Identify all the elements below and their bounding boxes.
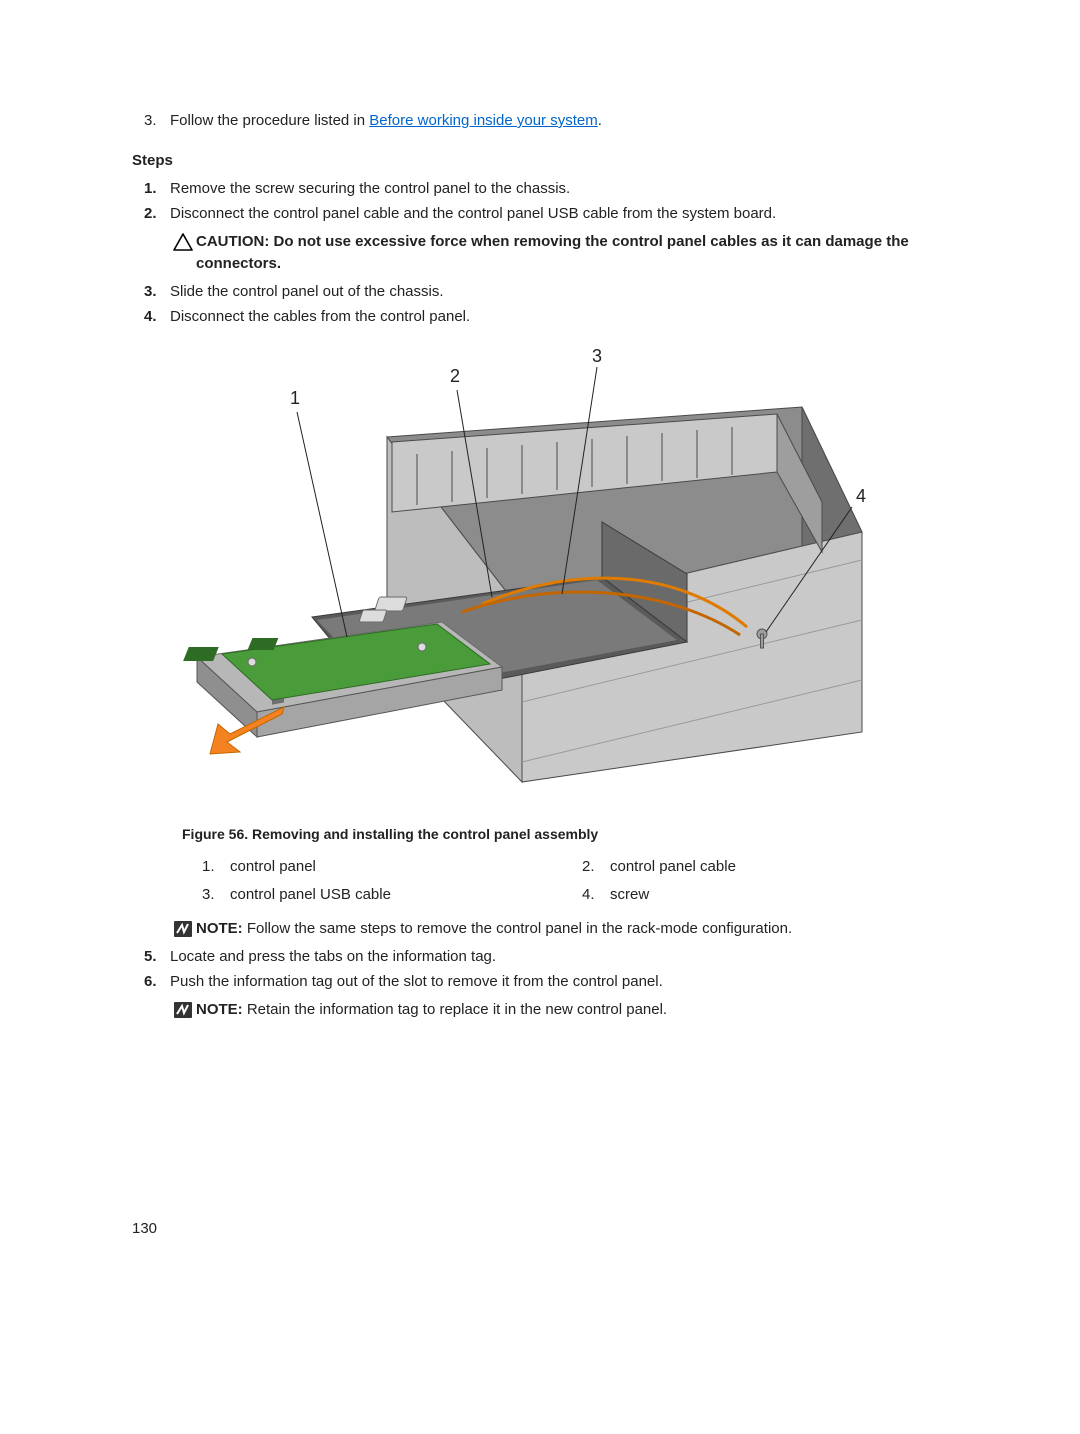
note-text: NOTE: Follow the same steps to remove th… bbox=[196, 918, 942, 940]
item-text: Slide the control panel out of the chass… bbox=[170, 281, 942, 303]
figure-legend: 1.control panel 2.control panel cable 3.… bbox=[202, 856, 942, 906]
list-item: 2. Disconnect the control panel cable an… bbox=[132, 203, 942, 225]
legend-item: 1.control panel bbox=[202, 856, 562, 878]
item-text: Push the information tag out of the slot… bbox=[170, 971, 942, 993]
item-number: 5. bbox=[132, 946, 170, 968]
caution-callout: CAUTION: Do not use excessive force when… bbox=[170, 231, 942, 275]
page-content: 3. Follow the procedure listed in Before… bbox=[132, 110, 942, 1027]
figure-56: 1 2 3 4 bbox=[162, 342, 942, 812]
item-text: Locate and press the tabs on the informa… bbox=[170, 946, 942, 968]
caution-icon bbox=[170, 231, 196, 251]
callout-4: 4 bbox=[856, 486, 866, 506]
item-text: Follow the procedure listed in Before wo… bbox=[170, 110, 602, 132]
list-item: 4. Disconnect the cables from the contro… bbox=[132, 306, 942, 328]
list-item: 6. Push the information tag out of the s… bbox=[132, 971, 942, 993]
item-number: 3. bbox=[132, 281, 170, 303]
note-icon bbox=[170, 918, 196, 938]
page-number: 130 bbox=[132, 1220, 157, 1237]
callout-2: 2 bbox=[450, 366, 460, 386]
callout-1: 1 bbox=[290, 388, 300, 408]
caution-text: CAUTION: Do not use excessive force when… bbox=[196, 231, 942, 275]
item-number: 1. bbox=[132, 178, 170, 200]
figure-caption: Figure 56. Removing and installing the c… bbox=[182, 824, 942, 844]
item-text: Disconnect the cables from the control p… bbox=[170, 306, 942, 328]
item-number: 6. bbox=[132, 971, 170, 993]
note-callout: NOTE: Follow the same steps to remove th… bbox=[170, 918, 942, 940]
legend-item: 3.control panel USB cable bbox=[202, 884, 562, 906]
list-item: 1. Remove the screw securing the control… bbox=[132, 178, 942, 200]
list-item: 3. Slide the control panel out of the ch… bbox=[132, 281, 942, 303]
item-text: Disconnect the control panel cable and t… bbox=[170, 203, 942, 225]
list-item: 3. Follow the procedure listed in Before… bbox=[132, 110, 942, 132]
item-number: 3. bbox=[132, 110, 170, 132]
link-before-working[interactable]: Before working inside your system bbox=[369, 112, 597, 129]
callout-3: 3 bbox=[592, 346, 602, 366]
note-icon bbox=[170, 999, 196, 1019]
prereq-list: 3. Follow the procedure listed in Before… bbox=[132, 110, 942, 132]
note-callout: NOTE: Retain the information tag to repl… bbox=[170, 999, 942, 1021]
list-item: 5. Locate and press the tabs on the info… bbox=[132, 946, 942, 968]
steps-heading: Steps bbox=[132, 150, 942, 172]
note-text: NOTE: Retain the information tag to repl… bbox=[196, 999, 942, 1021]
item-text: Remove the screw securing the control pa… bbox=[170, 178, 942, 200]
item-number: 2. bbox=[132, 203, 170, 225]
item-number: 4. bbox=[132, 306, 170, 328]
legend-item: 2.control panel cable bbox=[582, 856, 942, 878]
steps-list: 1. Remove the screw securing the control… bbox=[132, 178, 942, 1021]
legend-item: 4.screw bbox=[582, 884, 942, 906]
